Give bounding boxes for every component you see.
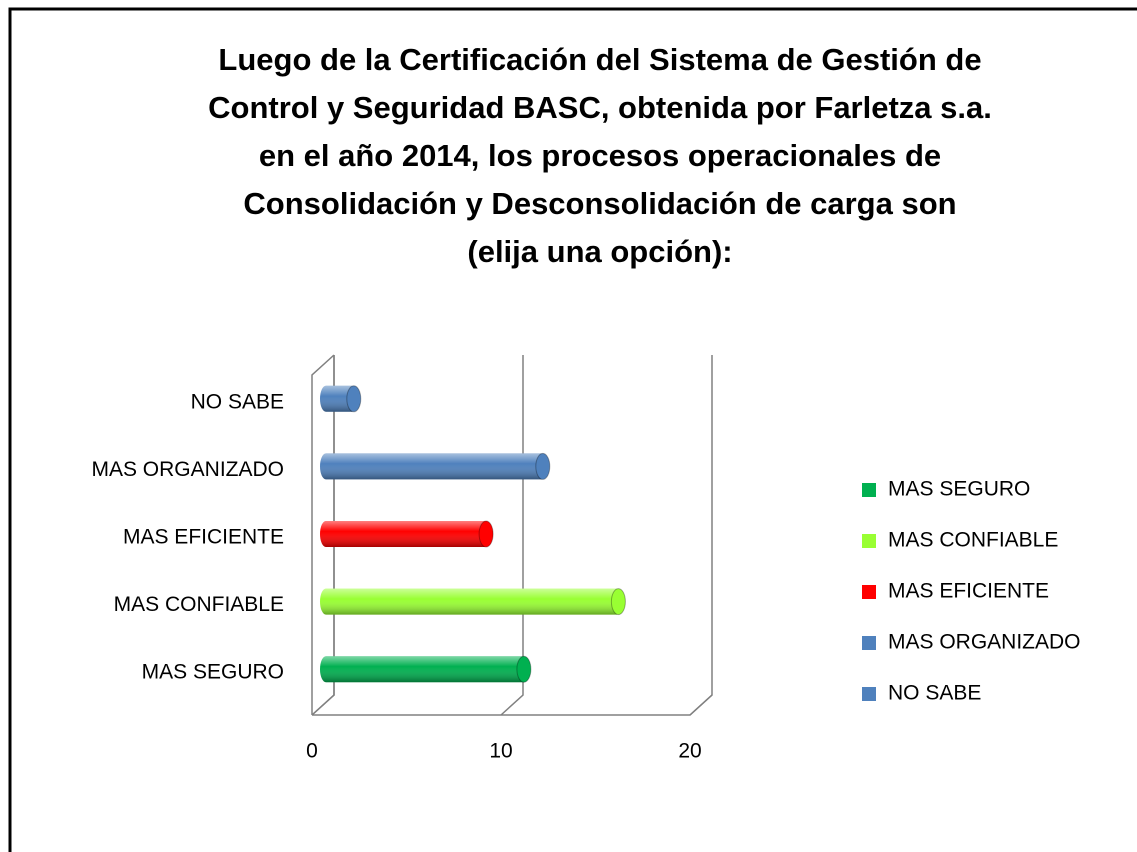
legend-swatch — [862, 534, 876, 548]
y-tick-label: MAS SEGURO — [142, 661, 284, 684]
legend-swatch — [862, 687, 876, 701]
chart-title: Luego de la Certificación del Sistema de… — [218, 42, 981, 77]
legend-label: MAS ORGANIZADO — [888, 631, 1081, 654]
legend-swatch — [862, 483, 876, 497]
legend-swatch — [862, 585, 876, 599]
bar-cap — [346, 385, 362, 413]
y-tick-label: MAS CONFIABLE — [114, 593, 284, 616]
x-tick-label: 0 — [306, 740, 318, 763]
bar-cap — [535, 452, 551, 480]
y-tick-label: MAS ORGANIZADO — [91, 458, 284, 481]
y-tick-label: MAS EFICIENTE — [123, 526, 284, 549]
grid-line — [689, 355, 713, 716]
bar-cap — [516, 655, 532, 683]
bar-cap — [610, 588, 626, 616]
chart-title: Control y Seguridad BASC, obtenida por F… — [208, 90, 992, 125]
chart-title: (elija una opción): — [467, 234, 732, 269]
bar-shade — [320, 656, 528, 683]
chart-title: en el año 2014, los procesos operacional… — [259, 138, 941, 173]
bar-shade — [320, 453, 547, 480]
legend-swatch — [862, 636, 876, 650]
x-tick-label: 20 — [678, 740, 701, 763]
legend-label: MAS CONFIABLE — [888, 529, 1058, 552]
side-wall — [311, 354, 335, 715]
frame — [8, 7, 1137, 852]
bar-shade — [320, 521, 491, 547]
x-tick-label: 10 — [489, 740, 512, 763]
y-tick-label: NO SABE — [191, 390, 284, 413]
chart-title: Consolidación y Desconsolidación de carg… — [243, 186, 956, 221]
bar-shade — [320, 588, 623, 615]
legend-label: MAS EFICIENTE — [888, 580, 1049, 603]
bar-cap — [478, 520, 494, 548]
legend-label: NO SABE — [888, 682, 981, 705]
legend-label: MAS SEGURO — [888, 478, 1030, 501]
